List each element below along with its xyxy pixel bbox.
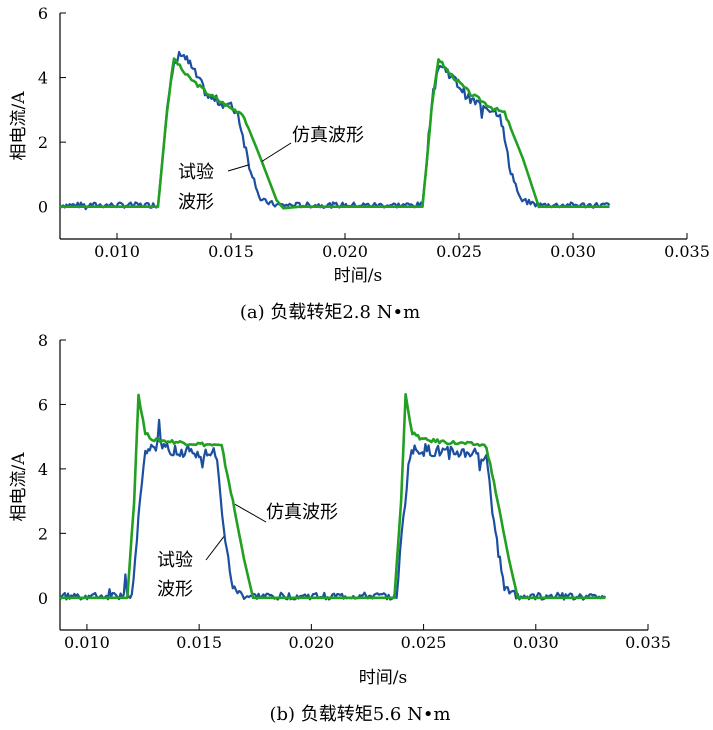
y-axis-title: 相电流/A — [9, 91, 29, 161]
x-tick-label: 0.035 — [625, 633, 671, 652]
annotation-experiment-line2: 波形 — [178, 192, 214, 213]
annotation-experiment-line2: 波形 — [157, 579, 193, 600]
x-tick-label: 0.025 — [401, 633, 447, 652]
x-tick-label: 0.010 — [64, 633, 110, 652]
annotation-simulation: 仿真波形 — [292, 125, 364, 146]
series-simulation-line — [60, 57, 610, 210]
y-tick-label: 2 — [38, 524, 48, 543]
x-tick-label: 0.010 — [94, 242, 140, 261]
x-axis-title: 时间/s — [334, 266, 382, 286]
annotation-experiment-line1: 试验 — [178, 162, 214, 183]
annotation-experiment-line1: 试验 — [157, 550, 193, 571]
x-tick-label: 0.030 — [513, 633, 559, 652]
x-axis-title: 时间/s — [359, 668, 407, 688]
x-tick-label: 0.035 — [664, 242, 710, 261]
x-tick-label: 0.030 — [550, 242, 596, 261]
x-tick-label: 0.020 — [322, 242, 368, 261]
series-simulation-line — [60, 393, 606, 600]
y-tick-label: 0 — [38, 589, 48, 608]
x-tick-label: 0.015 — [208, 242, 254, 261]
annotation-experiment-leader — [227, 164, 250, 172]
y-tick-label: 8 — [38, 331, 48, 350]
annotation-simulation-leader — [234, 503, 267, 523]
y-tick-label: 4 — [38, 460, 48, 479]
x-tick-label: 0.025 — [436, 242, 482, 261]
y-tick-label: 4 — [38, 69, 48, 88]
annotation-simulation-leader — [261, 142, 292, 162]
x-tick-label: 0.015 — [176, 633, 222, 652]
y-tick-label: 6 — [38, 4, 48, 23]
x-tick-label: 0.020 — [288, 633, 334, 652]
y-tick-label: 6 — [38, 395, 48, 414]
y-axis-title: 相电流/A — [9, 452, 29, 522]
chart-b: 0.010 0.015 0.020 0.025 0.030 0.035 0 2 4 6 8 时间/s 相… — [9, 331, 671, 725]
y-tick-label: 0 — [38, 198, 48, 217]
annotation-experiment-leader — [205, 536, 225, 561]
y-tick-label: 2 — [38, 133, 48, 152]
annotation-simulation: 仿真波形 — [266, 502, 338, 523]
series-experiment-line — [59, 418, 607, 601]
chart-a: 0.010 0.015 0.020 0.025 0.030 0.035 0 2 4 6 时间/s 相电… — [9, 4, 710, 323]
chart-caption: (b) 负载转矩5.6 N•m — [269, 704, 450, 725]
chart-caption: (a) 负载转矩2.8 N•m — [240, 302, 420, 323]
